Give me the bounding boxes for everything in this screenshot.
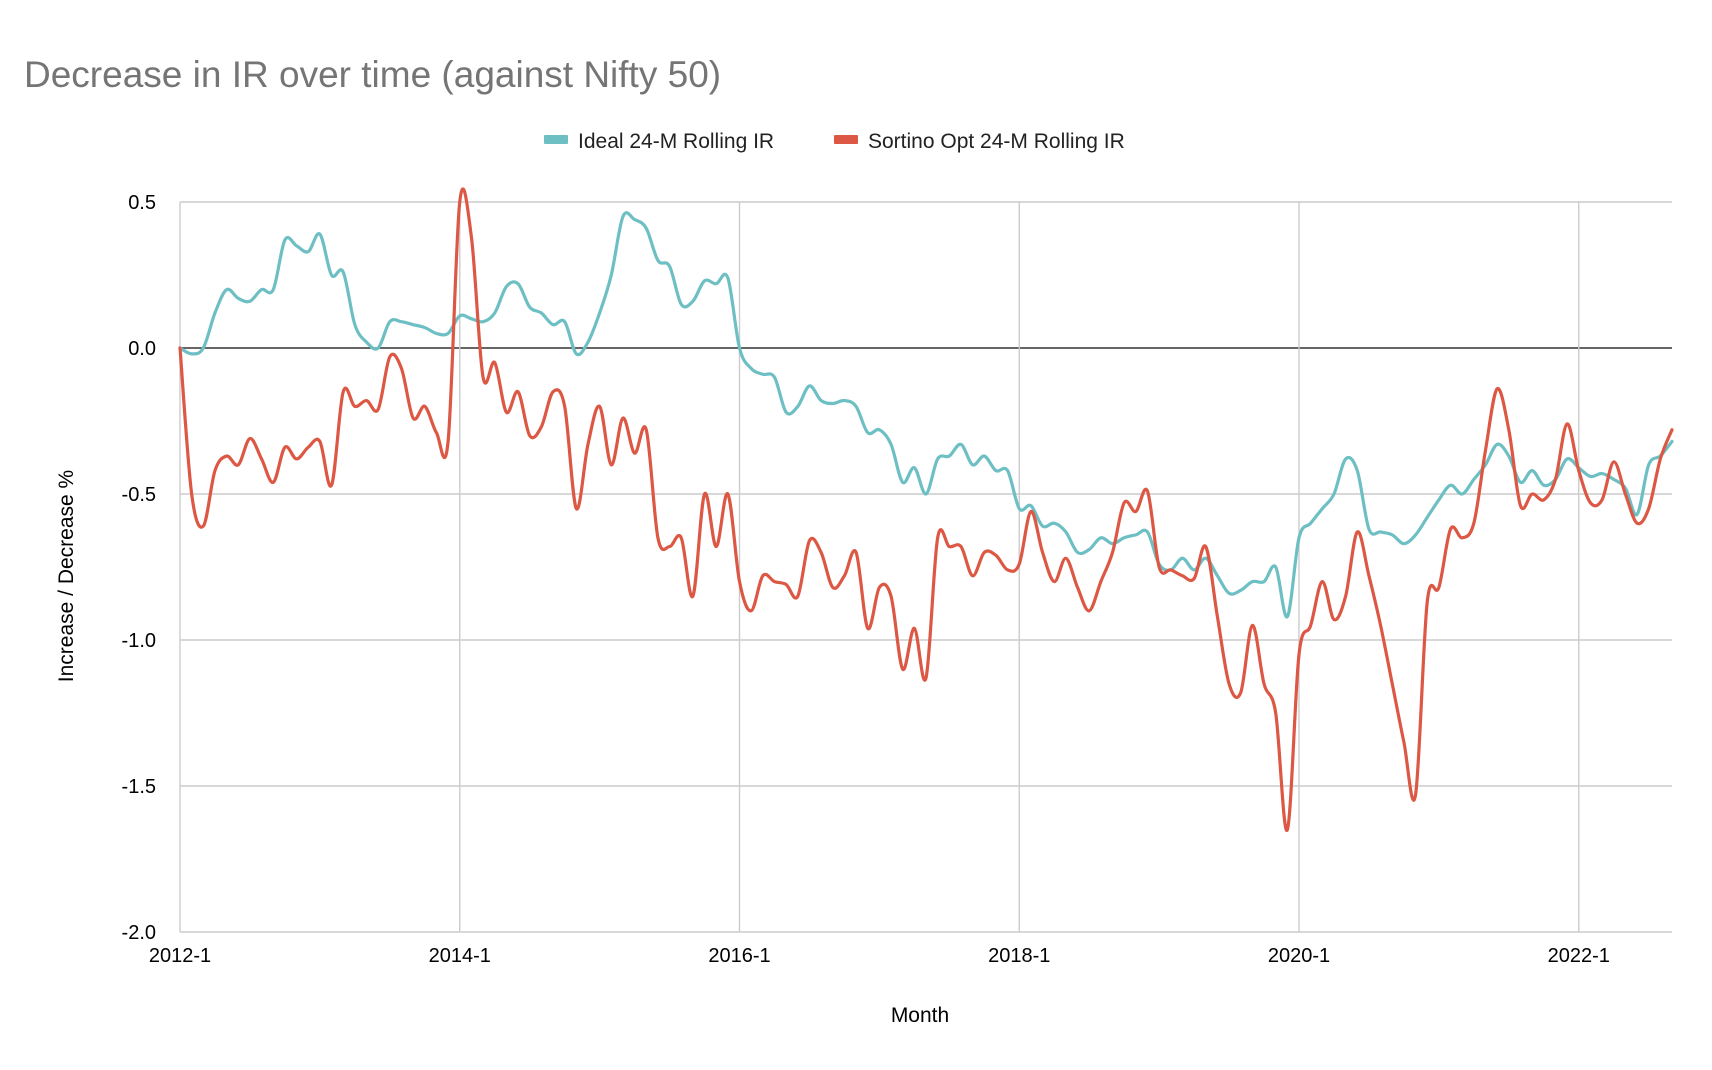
x-axis-title: Month <box>891 1004 949 1027</box>
legend-swatch-ideal <box>544 135 568 144</box>
x-tick-label: 2016-1 <box>708 945 770 967</box>
x-tick-label: 2014-1 <box>429 945 491 967</box>
legend: Ideal 24-M Rolling IR Sortino Opt 24-M R… <box>544 130 1125 153</box>
x-tick-label: 2012-1 <box>149 945 211 967</box>
y-tick-label: 0.5 <box>128 192 156 214</box>
y-tick-label: -1.5 <box>122 776 156 798</box>
legend-label-ideal: Ideal 24-M Rolling IR <box>578 130 774 153</box>
series-line-ideal <box>178 211 1674 619</box>
legend-swatch-sortino <box>834 135 858 144</box>
chart-title: Decrease in IR over time (against Nifty … <box>24 54 721 95</box>
series-line-sortino <box>178 187 1674 832</box>
x-tick-label: 2018-1 <box>988 945 1050 967</box>
y-tick-label: -2.0 <box>122 922 156 944</box>
gridlines <box>179 201 1672 933</box>
x-tick-label: 2022-1 <box>1548 945 1610 967</box>
y-tick-label: 0.0 <box>128 338 156 360</box>
y-tick-label: -1.0 <box>122 630 156 652</box>
y-axis-ticks: 0.5 0.0 -0.5 -1.0 -1.5 -2.0 <box>122 192 156 944</box>
legend-item-ideal[interactable]: Ideal 24-M Rolling IR <box>544 130 774 153</box>
y-tick-label: -0.5 <box>122 484 156 506</box>
series-layer <box>178 187 1674 832</box>
y-axis-title: Increase / Decrease % <box>55 470 78 682</box>
x-tick-label: 2020-1 <box>1268 945 1330 967</box>
legend-item-sortino[interactable]: Sortino Opt 24-M Rolling IR <box>834 130 1125 153</box>
legend-label-sortino: Sortino Opt 24-M Rolling IR <box>868 130 1125 153</box>
x-axis-ticks: 2012-1 2014-1 2016-1 2018-1 2020-1 2022-1 <box>149 945 1610 967</box>
